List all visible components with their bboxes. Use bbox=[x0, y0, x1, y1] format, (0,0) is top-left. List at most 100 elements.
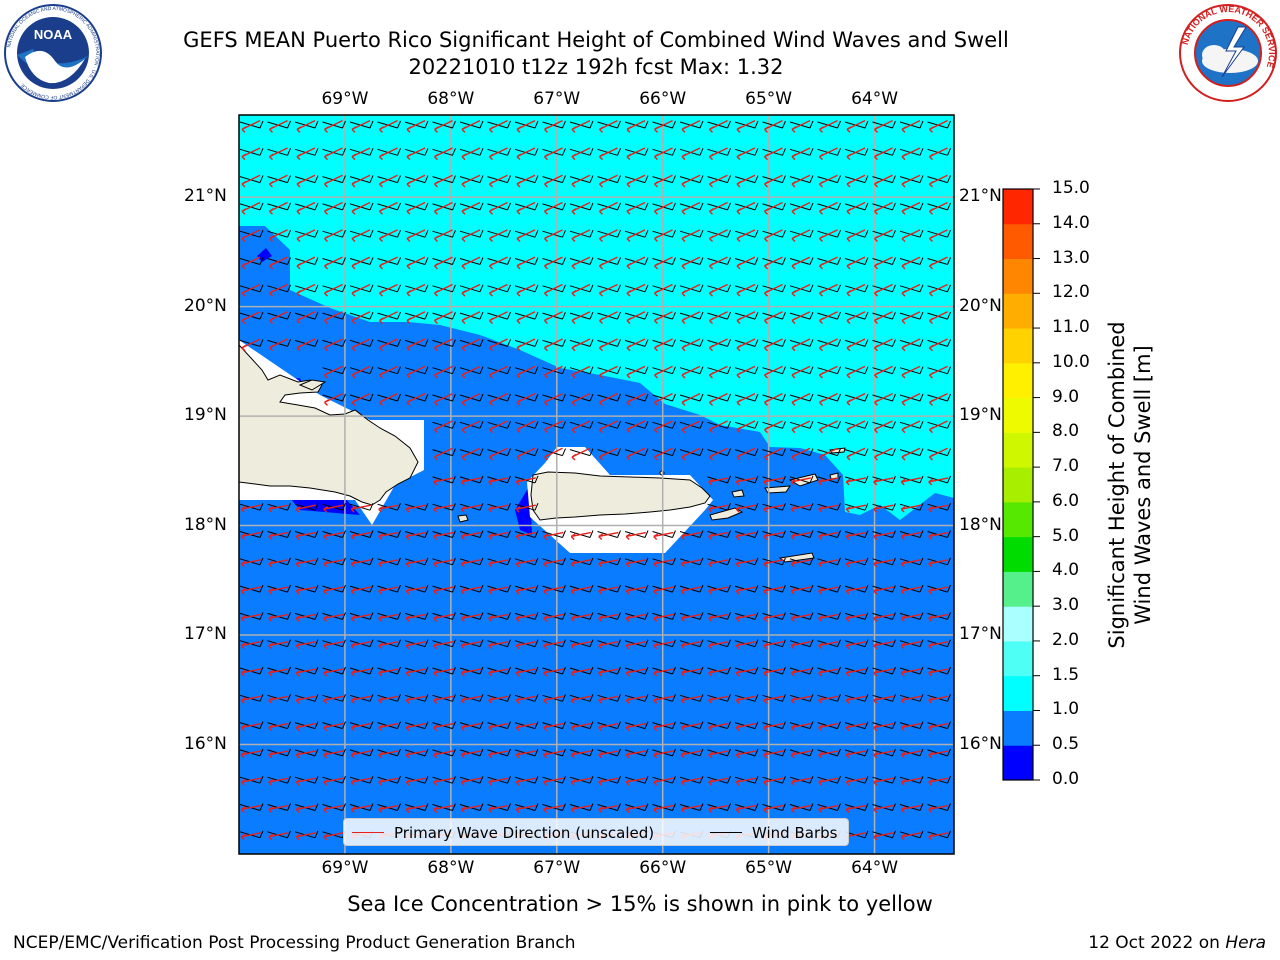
wave-direction-arrow bbox=[571, 283, 591, 297]
colorbar-segment bbox=[1003, 293, 1033, 329]
wave-direction-arrow bbox=[240, 613, 261, 622]
wave-direction-arrow bbox=[269, 283, 288, 297]
wave-direction-arrow bbox=[378, 641, 399, 650]
wave-direction-arrow bbox=[819, 174, 838, 188]
wave-direction-arrow bbox=[378, 559, 399, 568]
wave-direction-arrow bbox=[764, 256, 783, 270]
wave-direction-arrow bbox=[433, 777, 454, 786]
wave-direction-arrow bbox=[240, 695, 261, 704]
wave-direction-arrow bbox=[269, 174, 288, 188]
wave-direction-arrow bbox=[900, 559, 921, 568]
wave-direction-arrow bbox=[763, 559, 784, 568]
wave-direction-arrow bbox=[433, 641, 454, 650]
wave-direction-arrow bbox=[461, 201, 481, 215]
wave-direction-arrow bbox=[515, 559, 536, 568]
wave-direction-arrow bbox=[599, 120, 618, 133]
wave-direction-arrow bbox=[928, 695, 949, 704]
wave-direction-arrow bbox=[736, 338, 756, 352]
wave-direction-arrow bbox=[516, 283, 536, 297]
lon-tick-label: 65°W bbox=[745, 858, 793, 878]
wave-direction-arrow bbox=[543, 531, 564, 540]
wave-direction-arrow bbox=[790, 477, 811, 486]
wave-direction-arrow bbox=[434, 283, 453, 297]
wave-direction-arrow bbox=[763, 586, 784, 595]
wave-direction-arrow bbox=[488, 777, 509, 786]
wave-direction-arrow bbox=[351, 311, 371, 324]
wave-direction-arrow bbox=[268, 531, 289, 540]
wave-direction-arrow bbox=[654, 393, 673, 406]
wave-direction-arrow bbox=[901, 365, 921, 379]
wave-direction-arrow bbox=[874, 365, 893, 379]
wave-direction-arrow bbox=[874, 174, 893, 188]
lon-tick-label: 66°W bbox=[639, 89, 687, 109]
wave-direction-arrow bbox=[296, 338, 316, 352]
wave-field-00-05-a bbox=[257, 248, 272, 262]
wave-direction-arrow bbox=[598, 750, 619, 759]
colorbar-segment bbox=[1003, 745, 1033, 781]
wave-direction-arrow bbox=[241, 174, 261, 188]
wave-direction-arrow bbox=[433, 477, 454, 486]
wave-direction-arrow bbox=[626, 147, 646, 161]
colorbar-tick-label: 14.0 bbox=[1052, 212, 1090, 233]
wave-direction-arrow bbox=[461, 147, 481, 161]
wave-direction-arrow bbox=[791, 393, 811, 406]
wave-direction-arrow bbox=[599, 256, 618, 270]
colorbar-tick-label: 7.0 bbox=[1052, 456, 1080, 477]
wave-direction-arrow bbox=[350, 722, 371, 732]
colorbar-segment bbox=[1003, 710, 1033, 746]
wind-barbs bbox=[239, 120, 951, 839]
wave-direction-arrow bbox=[544, 283, 563, 297]
wave-direction-arrow bbox=[681, 174, 701, 188]
wave-direction-arrow bbox=[599, 365, 618, 379]
wave-direction-arrow bbox=[625, 750, 646, 759]
wave-direction-arrow bbox=[598, 559, 619, 568]
wave-direction-arrow bbox=[928, 832, 949, 841]
wave-direction-arrow bbox=[708, 804, 729, 813]
wave-direction-arrow bbox=[708, 613, 729, 622]
wave-direction-arrow bbox=[433, 750, 454, 759]
wave-direction-arrow bbox=[928, 804, 949, 813]
wave-direction-arrow bbox=[681, 365, 701, 379]
wave-direction-arrow bbox=[626, 338, 646, 352]
wave-direction-arrow bbox=[268, 777, 289, 786]
wave-direction-arrow bbox=[653, 722, 674, 732]
wave-direction-arrow bbox=[735, 804, 756, 813]
wave-direction-arrow bbox=[928, 531, 949, 540]
wave-direction-arrow bbox=[845, 586, 866, 595]
lat-tick-label: 18°N bbox=[959, 514, 1002, 535]
wave-direction-arrow bbox=[598, 641, 619, 650]
wave-direction-arrow bbox=[460, 559, 481, 568]
wave-direction-arrow bbox=[543, 695, 564, 704]
wave-direction-arrow bbox=[378, 695, 399, 704]
wave-direction-arrow bbox=[488, 804, 509, 813]
wave-direction-arrow bbox=[351, 120, 371, 133]
wave-direction-arrow bbox=[845, 750, 866, 759]
lat-tick-label: 20°N bbox=[959, 295, 1002, 316]
wave-direction-arrow bbox=[900, 777, 921, 786]
wave-direction-arrow bbox=[406, 147, 426, 161]
wave-direction-arrow bbox=[900, 668, 921, 677]
wave-direction-arrow bbox=[405, 722, 426, 732]
wave-direction-arrow bbox=[406, 283, 426, 297]
wave-direction-arrow bbox=[489, 174, 508, 188]
wave-direction-arrow bbox=[268, 832, 289, 841]
wave-direction-arrow bbox=[653, 559, 674, 568]
wave-direction-arrow bbox=[516, 420, 536, 434]
wave-direction-arrow bbox=[571, 147, 591, 161]
wave-direction-arrow bbox=[570, 777, 591, 786]
wave-direction-arrow bbox=[763, 504, 784, 513]
wave-direction-arrow bbox=[543, 586, 564, 595]
wave-direction-arrow bbox=[874, 393, 893, 406]
wave-direction-arrow bbox=[516, 311, 536, 324]
wave-direction-arrow bbox=[460, 695, 481, 704]
wave-direction-arrow bbox=[544, 201, 563, 215]
wave-direction-arrow bbox=[846, 147, 866, 161]
wave-direction-arrow bbox=[460, 504, 481, 513]
wave-direction-arrow bbox=[351, 201, 371, 215]
colorbar-tick-label: 10.0 bbox=[1052, 351, 1090, 372]
wave-direction-arrow bbox=[654, 420, 673, 434]
wave-direction-arrow bbox=[405, 531, 426, 540]
wave-direction-arrow bbox=[350, 531, 371, 540]
wave-direction-arrow bbox=[378, 668, 399, 677]
wave-direction-arrow bbox=[709, 447, 728, 461]
